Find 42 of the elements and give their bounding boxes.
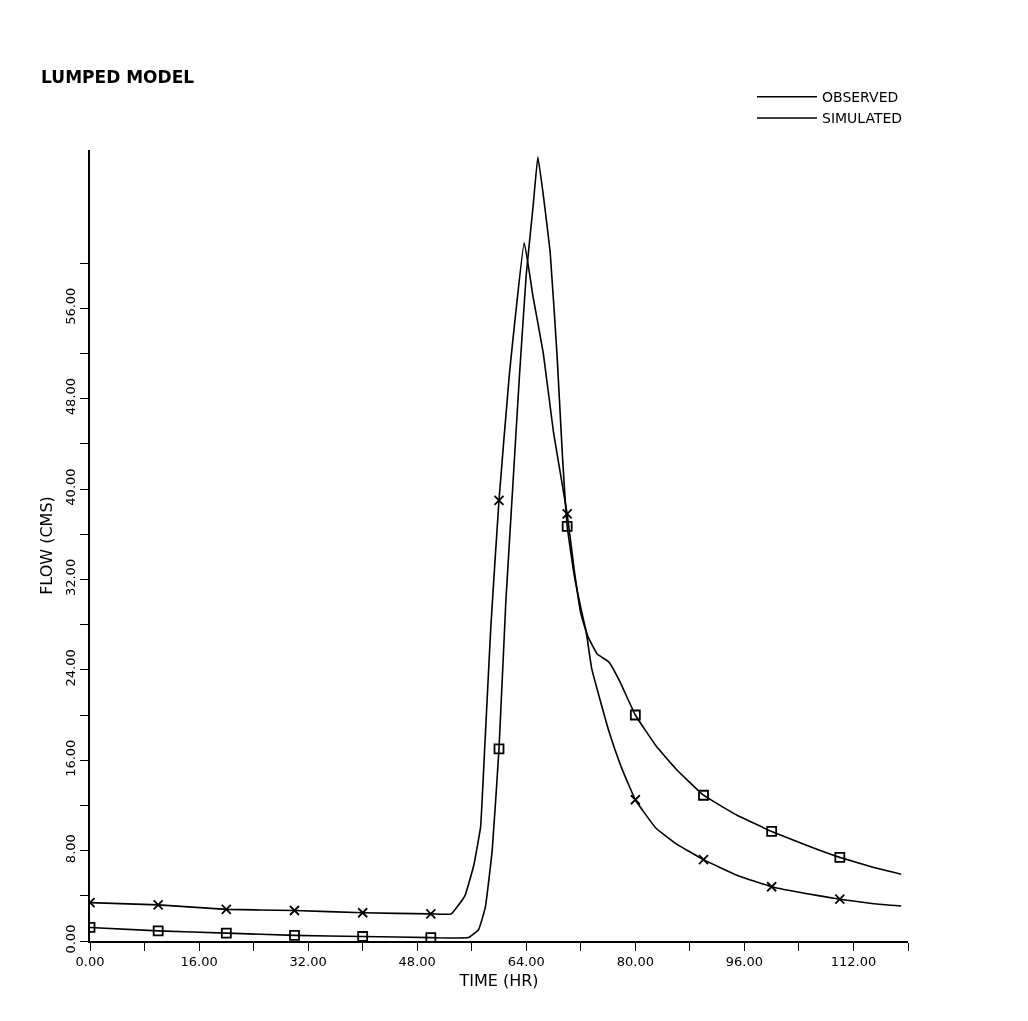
x-tick-label: 32.00 xyxy=(289,954,327,970)
point xyxy=(357,907,369,919)
point xyxy=(357,931,369,941)
x-tick-label: 64.00 xyxy=(507,954,545,970)
point xyxy=(834,851,846,863)
x-tick-label: 80.00 xyxy=(616,954,654,970)
point xyxy=(152,925,164,937)
point xyxy=(220,927,232,939)
x-tick-label: 96.00 xyxy=(725,954,764,970)
x-tick-label: 112.00 xyxy=(830,954,877,970)
point xyxy=(425,908,437,920)
legend-label: SIMULATED xyxy=(822,110,903,127)
point xyxy=(766,881,778,893)
y-tick-label: 32.00 xyxy=(63,558,79,597)
point xyxy=(629,794,641,806)
point xyxy=(561,508,573,520)
x-axis-title: TIME (HR) xyxy=(458,970,539,990)
point xyxy=(493,743,505,755)
point xyxy=(152,899,164,911)
point xyxy=(834,893,846,905)
y-axis-title: FLOW (CMS) xyxy=(37,496,57,595)
y-tick-label: 56.00 xyxy=(63,287,79,325)
legend-label: OBSERVED xyxy=(822,89,899,106)
x-tick-label: 48.00 xyxy=(398,954,436,970)
y-tick-label: 24.00 xyxy=(63,649,79,687)
chart-title: LUMPED MODEL xyxy=(41,66,195,87)
point xyxy=(493,494,505,506)
point xyxy=(698,854,709,866)
point xyxy=(629,709,641,721)
point xyxy=(698,789,709,801)
point xyxy=(561,520,573,532)
point xyxy=(289,905,300,916)
y-tick-label: 40.00 xyxy=(63,468,79,506)
x-tick-label: 16.00 xyxy=(180,954,218,970)
point xyxy=(289,929,300,941)
point xyxy=(220,903,232,915)
point xyxy=(425,932,437,941)
point xyxy=(766,825,778,837)
y-tick-label: 48.00 xyxy=(63,378,79,416)
y-tick-label: 8.00 xyxy=(63,834,79,864)
x-tick-label: 0.00 xyxy=(75,954,105,970)
y-tick-label: 16.00 xyxy=(63,739,79,777)
